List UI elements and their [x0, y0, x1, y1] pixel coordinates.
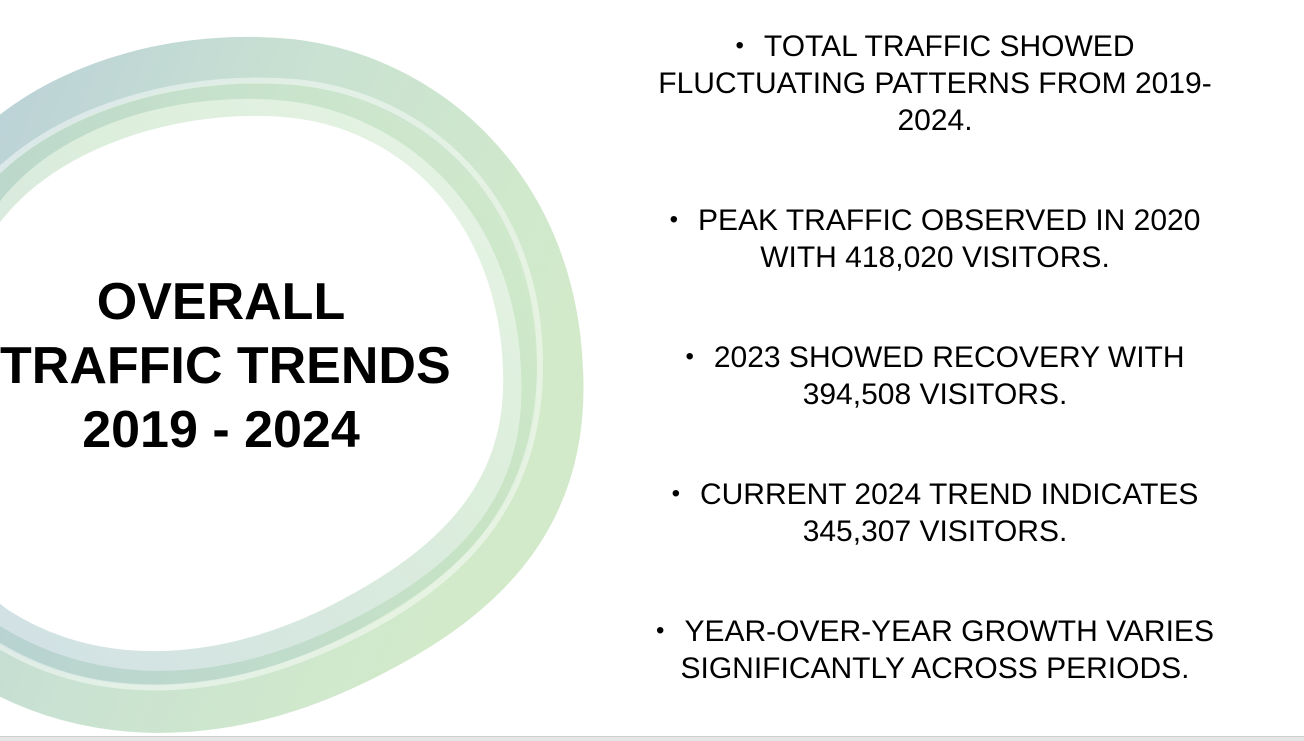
title-line-3: 2019 - 2024 — [82, 401, 360, 459]
slide-title: OVERALL TRAFFIC TRENDS 2019 - 2024 — [0, 270, 451, 462]
bullet-list: • TOTAL TRAFFIC SHOWED FLUCTUATING PATTER… — [600, 0, 1270, 736]
bullet-text: PEAK TRAFFIC OBSERVED IN 2020 — [698, 204, 1201, 237]
bullet-item: • 2023 SHOWED RECOVERY WITH 394,508 VISIT… — [600, 338, 1270, 413]
bullet-item: • PEAK TRAFFIC OBSERVED IN 2020 WITH 418,… — [600, 201, 1270, 276]
bullet-text: FLUCTUATING PATTERNS FROM 2019- — [658, 67, 1212, 100]
bullet-item: • YEAR-OVER-YEAR GROWTH VARIES SIGNIFICAN… — [600, 612, 1270, 687]
bullet-text: 2023 SHOWED RECOVERY WITH — [713, 341, 1185, 374]
bullet-item: • TOTAL TRAFFIC SHOWED FLUCTUATING PATTER… — [600, 27, 1270, 139]
bullet-text: CURRENT 2024 TREND INDICATES — [699, 478, 1199, 511]
window-bottom-edge — [0, 736, 1304, 741]
bullet-dot-icon: • — [735, 32, 744, 59]
bullet-text: WITH 418,020 VISITORS. — [760, 241, 1110, 274]
bullet-text: SIGNIFICANTLY ACROSS PERIODS. — [680, 652, 1190, 685]
bullet-text: 2024. — [897, 104, 973, 137]
bullet-dot-icon: • — [669, 206, 678, 233]
bullet-text: YEAR-OVER-YEAR GROWTH VARIES — [684, 615, 1214, 648]
bullet-item: • CURRENT 2024 TREND INDICATES 345,307 VI… — [600, 475, 1270, 550]
ring-outer-band — [0, 36, 584, 733]
bullet-text: 345,307 VISITORS. — [802, 515, 1068, 548]
title-line-2: TRAFFIC TRENDS — [0, 337, 451, 395]
bullet-dot-icon: • — [671, 480, 680, 507]
bullet-dot-icon: • — [685, 343, 694, 370]
bullet-dot-icon: • — [656, 617, 665, 644]
bullet-text: TOTAL TRAFFIC SHOWED — [763, 30, 1135, 63]
title-line-1: OVERALL — [96, 273, 346, 331]
bullet-text: 394,508 VISITORS. — [802, 378, 1068, 411]
